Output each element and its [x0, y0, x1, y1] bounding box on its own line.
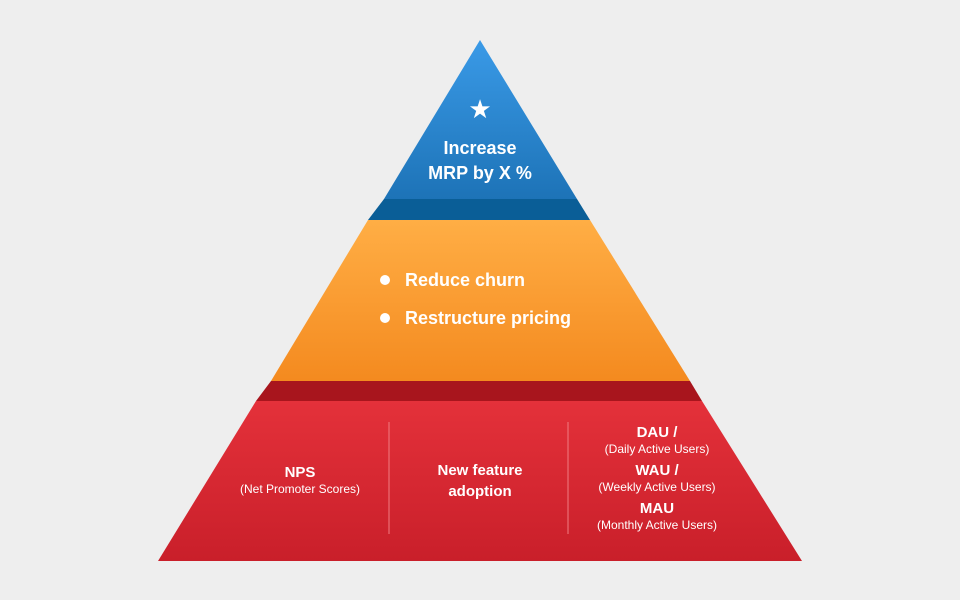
middle-tier-list: Reduce churn Restructure pricing: [380, 266, 660, 342]
mau-title: MAU: [639, 500, 675, 517]
bullet-icon: [380, 313, 390, 323]
star-icon: ★: [468, 94, 492, 124]
nps-subtitle: (Net Promoter Scores): [239, 482, 361, 496]
bullet-icon: [380, 275, 390, 285]
top-tier-underside: [368, 199, 590, 220]
top-tier-title: Increase MRP by X %: [380, 136, 580, 186]
wau-group: WAU / (Weekly Active Users): [577, 462, 737, 495]
wau-title: WAU /: [635, 462, 679, 479]
middle-tier-item: Restructure pricing: [380, 304, 660, 342]
top-tier-title-line-2: MRP by X %: [428, 163, 532, 183]
base-tier-shape: [158, 401, 802, 561]
dau-group: DAU / (Daily Active Users): [577, 424, 737, 457]
middle-tier-underside: [256, 381, 702, 401]
middle-tier-shape: [271, 220, 690, 381]
middle-tier-item: Reduce churn: [380, 266, 660, 304]
wau-subtitle: (Weekly Active Users): [598, 480, 716, 494]
middle-tier-item-label: Restructure pricing: [405, 308, 572, 328]
nps-block: NPS (Net Promoter Scores): [220, 464, 380, 497]
active-users-block: DAU / (Daily Active Users) WAU / (Weekly…: [577, 424, 737, 538]
adoption-title-line-1: New feature: [437, 462, 523, 479]
middle-tier-item-label: Reduce churn: [405, 270, 526, 290]
dau-title: DAU /: [636, 424, 678, 441]
top-tier-shape: [384, 40, 577, 199]
mau-group: MAU (Monthly Active Users): [577, 500, 737, 533]
adoption-title-line-2: adoption: [448, 483, 512, 500]
adoption-block: New feature adoption: [405, 460, 555, 502]
dau-subtitle: (Daily Active Users): [604, 442, 710, 456]
mau-subtitle: (Monthly Active Users): [596, 518, 718, 532]
top-tier-title-line-1: Increase: [443, 138, 517, 158]
nps-title: NPS: [284, 464, 316, 481]
